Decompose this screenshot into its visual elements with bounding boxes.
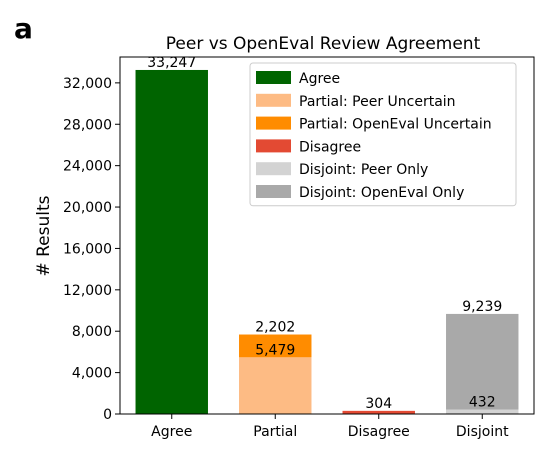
y-tick-label: 16,000	[63, 241, 112, 257]
legend-label: Partial: OpenEval Uncertain	[299, 117, 492, 133]
x-tick-label: Disagree	[348, 424, 410, 440]
data-label: 432	[469, 395, 496, 411]
legend-label: Agree	[299, 71, 340, 87]
y-tick-label: 12,000	[63, 283, 112, 299]
data-label: 33,247	[147, 55, 196, 71]
bar-segment	[239, 357, 312, 414]
y-axis-label: # Results	[34, 195, 54, 276]
bar-segment	[239, 334, 312, 358]
y-axis: 0 4,000 8,000 12,000 16,000 20,000 24,000 28,00…	[63, 76, 120, 423]
chart-title: Peer vs OpenEval Review Agreement	[166, 34, 481, 54]
legend-label: Disjoint: Peer Only	[299, 162, 428, 178]
legend-swatch	[256, 71, 291, 84]
y-tick-label: 32,000	[63, 76, 112, 92]
legend-swatch	[256, 116, 291, 130]
data-label: 5,479	[255, 342, 295, 358]
y-tick-label: 20,000	[63, 200, 112, 216]
y-tick-label: 4,000	[72, 366, 112, 382]
legend: Agree Partial: Peer Uncertain Partial: Ope…	[249, 62, 517, 207]
bar-segment	[135, 69, 208, 415]
legend-swatch	[256, 162, 291, 176]
data-label: 304	[365, 396, 392, 412]
x-tick-label: Disjoint	[456, 424, 509, 440]
x-axis: Agree Partial Disagree Disjoint	[151, 414, 509, 440]
bar-segment	[342, 410, 415, 414]
y-tick-label: 28,000	[63, 117, 112, 133]
legend-label: Disjoint: OpenEval Only	[299, 185, 464, 201]
legend-box	[249, 62, 517, 207]
bar-segment	[446, 409, 519, 414]
legend-swatch	[256, 93, 291, 107]
panel-label: a	[14, 12, 33, 45]
data-label: 2,202	[255, 320, 295, 336]
bars	[135, 69, 519, 415]
y-tick-label: 24,000	[63, 159, 112, 175]
data-label: 9,239	[462, 299, 502, 315]
data-labels: 33,247 2,202 5,479 304 9,239 432	[147, 55, 502, 412]
legend-swatch	[256, 139, 291, 153]
legend-label: Disagree	[299, 139, 361, 155]
legend-swatch	[256, 185, 291, 198]
y-tick-label: 0	[103, 407, 112, 423]
bar-segment	[446, 313, 519, 410]
x-tick-label: Agree	[151, 424, 192, 440]
legend-label: Partial: Peer Uncertain	[299, 94, 456, 110]
plot-frame	[119, 56, 535, 415]
x-tick-label: Partial	[253, 424, 297, 440]
y-tick-label: 8,000	[72, 324, 112, 340]
